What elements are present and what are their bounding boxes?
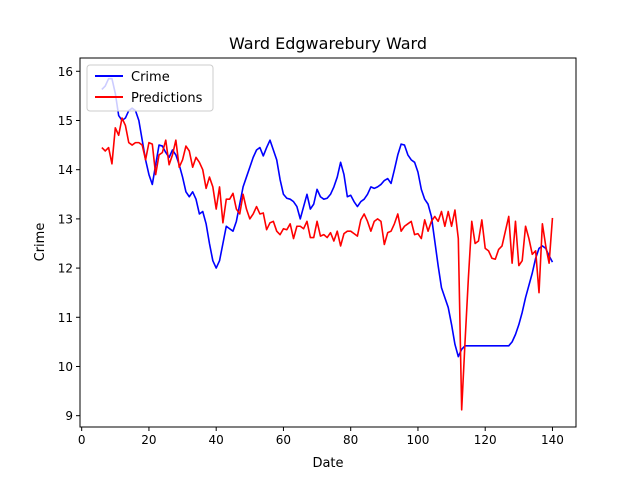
series-layer bbox=[101, 77, 554, 411]
y-tick-label: 13 bbox=[58, 212, 73, 226]
x-tick-label: 120 bbox=[474, 433, 497, 447]
chart-title: Ward Edgwarebury Ward bbox=[229, 34, 427, 53]
x-tick-label: 80 bbox=[343, 433, 358, 447]
axes-frame bbox=[79, 57, 577, 428]
x-tick-label: 60 bbox=[276, 433, 291, 447]
x-tick-label: 0 bbox=[78, 433, 86, 447]
legend-label-crime: Crime bbox=[131, 70, 170, 85]
plot-area bbox=[101, 77, 554, 411]
y-axis: 9 10 11 12 13 14 15 16 bbox=[58, 65, 80, 423]
series-line-predictions bbox=[101, 117, 554, 411]
legend: Crime Predictions bbox=[86, 64, 214, 112]
x-tick-label: 20 bbox=[141, 433, 156, 447]
x-tick-label: 40 bbox=[209, 433, 224, 447]
x-tick-label: 100 bbox=[406, 433, 429, 447]
series-line-crime bbox=[101, 77, 554, 358]
y-tick-label: 15 bbox=[58, 114, 73, 128]
y-axis-label: Crime bbox=[33, 223, 48, 262]
y-tick-label: 12 bbox=[58, 262, 73, 276]
y-tick-label: 16 bbox=[58, 65, 73, 79]
y-tick-label: 9 bbox=[65, 409, 73, 423]
y-tick-label: 14 bbox=[58, 163, 73, 177]
x-axis: 0 20 40 60 80 100 120 140 bbox=[78, 427, 564, 447]
y-tick-label: 10 bbox=[58, 360, 73, 374]
x-tick-label: 140 bbox=[541, 433, 564, 447]
y-tick-label: 11 bbox=[58, 311, 73, 325]
legend-label-predictions: Predictions bbox=[131, 91, 203, 106]
x-axis-label: Date bbox=[312, 456, 343, 471]
